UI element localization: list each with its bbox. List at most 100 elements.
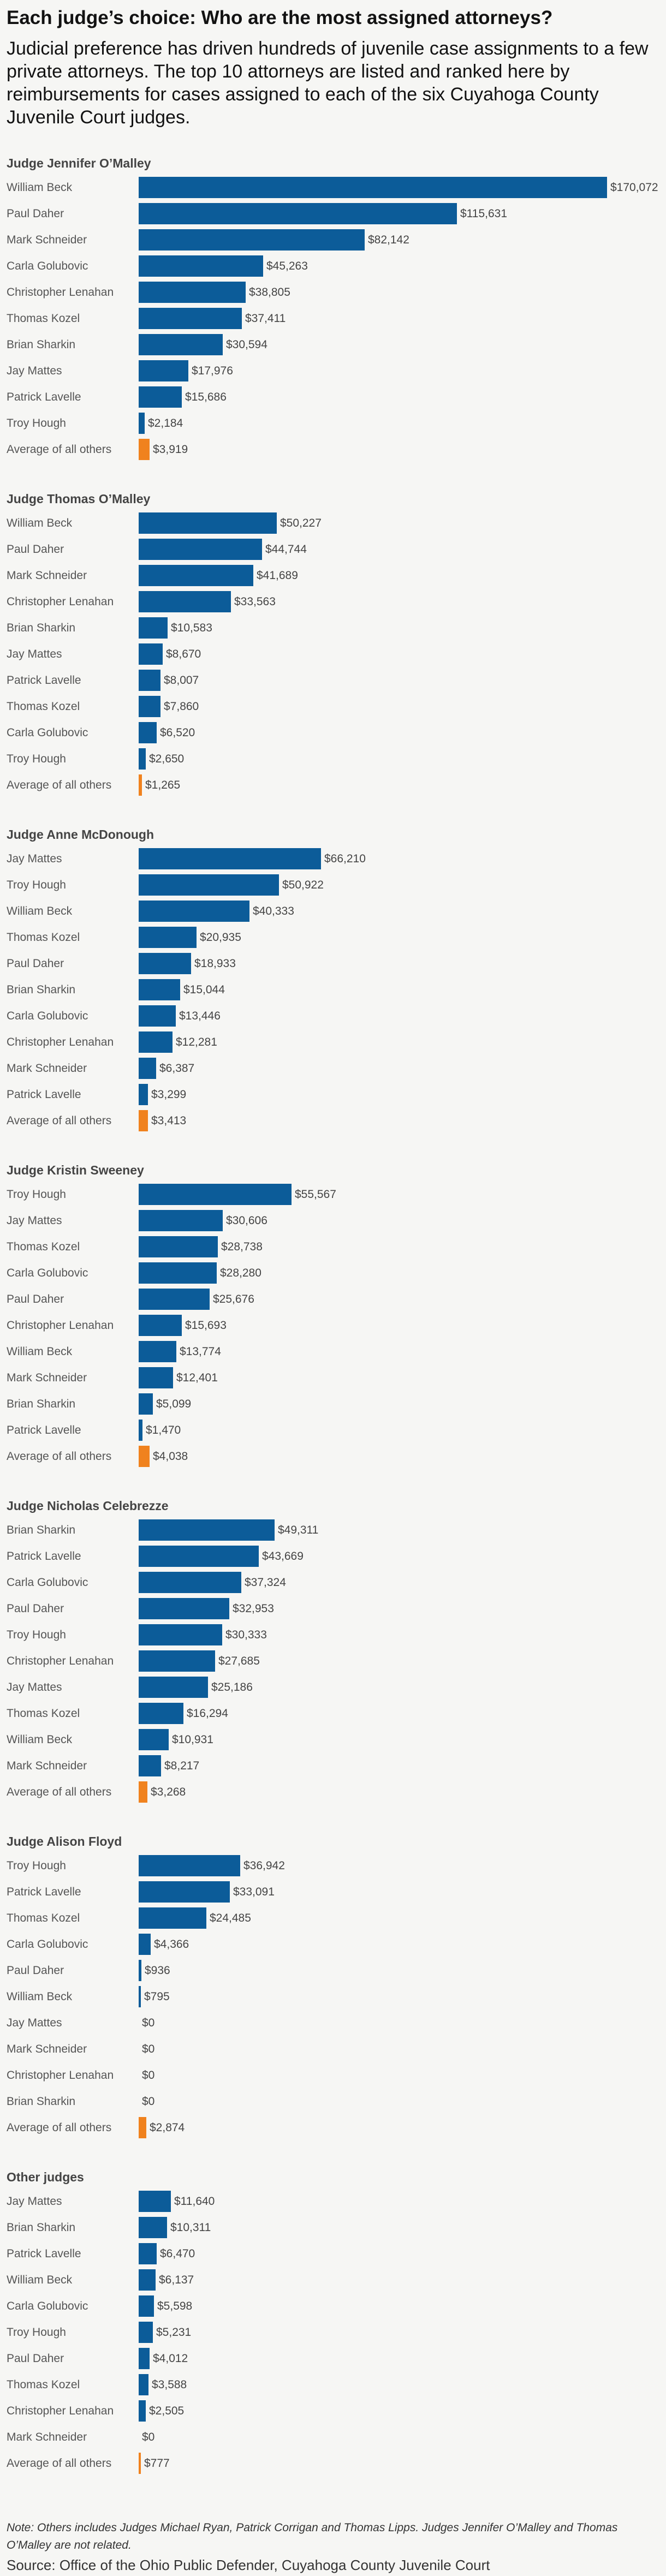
attorney-bar xyxy=(139,2295,154,2317)
attorney-label: Christopher Lenahan xyxy=(7,1036,114,1048)
bar-value-label: $2,874 xyxy=(150,2121,185,2134)
attorney-label: Carla Golubovic xyxy=(7,260,88,272)
attorney-bar xyxy=(139,1598,229,1619)
attorney-label: Christopher Lenahan xyxy=(7,1319,114,1332)
bar-value-label: $8,670 xyxy=(166,648,201,660)
bar-value-label: $6,470 xyxy=(160,2247,195,2260)
bar-value-label: $28,280 xyxy=(220,1267,261,1279)
bar-value-label: $4,366 xyxy=(154,1938,189,1951)
bar-value-label: $15,693 xyxy=(185,1319,227,1332)
bar-value-label: $3,299 xyxy=(151,1088,187,1101)
attorney-label: Patrick Lavelle xyxy=(7,674,81,687)
bar-value-label: $43,669 xyxy=(262,1550,304,1563)
bar-value-label: $17,976 xyxy=(192,365,233,377)
bar-value-label: $3,268 xyxy=(151,1786,186,1798)
average-label: Average of all others xyxy=(7,2457,112,2470)
panel-title: Other judges xyxy=(7,2170,84,2184)
bar-value-label: $27,685 xyxy=(218,1655,260,1667)
attorney-label: Thomas Kozel xyxy=(7,312,80,325)
attorney-bar xyxy=(139,979,180,1000)
bar-value-label: $15,044 xyxy=(183,983,225,996)
average-bar xyxy=(139,439,150,460)
bar-value-label: $18,933 xyxy=(194,957,236,970)
bar-value-label: $36,942 xyxy=(243,1859,285,1872)
attorney-bar xyxy=(139,203,457,224)
average-bar xyxy=(139,1781,147,1803)
bar-value-label: $49,311 xyxy=(278,1524,319,1536)
attorney-label: Troy Hough xyxy=(7,2326,66,2339)
attorney-bar xyxy=(139,1005,176,1027)
bar-value-label: $6,387 xyxy=(159,1062,195,1075)
attorney-label: Paul Daher xyxy=(7,1293,64,1305)
bar-value-label: $5,099 xyxy=(156,1398,192,1410)
attorney-label: Thomas Kozel xyxy=(7,2378,80,2391)
bar-value-label: $2,505 xyxy=(149,2405,185,2417)
bar-value-label: $11,640 xyxy=(174,2195,215,2208)
bar-value-label: $40,333 xyxy=(253,905,294,917)
average-bar xyxy=(139,774,142,796)
bar-value-label: $50,922 xyxy=(282,879,324,891)
attorney-bar xyxy=(139,953,191,974)
attorney-bar xyxy=(139,1986,141,2007)
bar-value-label: $5,598 xyxy=(157,2300,193,2312)
bar-value-label: $0 xyxy=(142,2431,155,2443)
average-bar xyxy=(139,2117,146,2138)
panel-title: Judge Alison Floyd xyxy=(7,1834,122,1848)
chart-note: Note: Others includes Judges Michael Rya… xyxy=(7,2521,618,2551)
attorney-label: William Beck xyxy=(7,2274,73,2286)
average-bar xyxy=(139,2453,141,2474)
attorney-label: Brian Sharkin xyxy=(7,1524,76,1536)
attorney-label: Troy Hough xyxy=(7,1859,66,1872)
attorney-bar xyxy=(139,2243,157,2264)
attorney-label: Christopher Lenahan xyxy=(7,286,114,299)
bar-value-label: $4,038 xyxy=(153,1450,188,1463)
attorney-bar xyxy=(139,874,279,896)
bar-value-label: $66,210 xyxy=(324,852,366,865)
bar-value-label: $2,184 xyxy=(148,417,183,430)
attorney-label: Thomas Kozel xyxy=(7,1707,80,1720)
bar-value-label: $30,333 xyxy=(225,1629,267,1641)
attorney-label: Patrick Lavelle xyxy=(7,1424,81,1436)
attorney-label: Mark Schneider xyxy=(7,1760,87,1772)
attorney-label: Carla Golubovic xyxy=(7,2300,88,2312)
attorney-bar xyxy=(139,1184,292,1205)
attorney-bar xyxy=(139,413,145,434)
attorney-bar xyxy=(139,1420,142,1441)
attorney-bar xyxy=(139,2269,156,2291)
attorney-label: Troy Hough xyxy=(7,753,66,765)
attorney-label: Brian Sharkin xyxy=(7,2221,76,2234)
bar-value-label: $2,650 xyxy=(149,753,185,765)
attorney-label: William Beck xyxy=(7,1733,73,1746)
bar-value-label: $28,738 xyxy=(221,1241,263,1253)
bar-value-label: $15,686 xyxy=(185,391,227,403)
bar-value-label: $16,294 xyxy=(187,1707,228,1720)
bar-value-label: $777 xyxy=(144,2457,170,2470)
bar-value-label: $33,563 xyxy=(234,595,276,608)
average-label: Average of all others xyxy=(7,1786,112,1798)
bar-value-label: $0 xyxy=(142,2043,155,2055)
attorney-label: Brian Sharkin xyxy=(7,2095,76,2108)
panel-title: Judge Nicholas Celebrezze xyxy=(7,1499,169,1513)
bar-value-label: $3,919 xyxy=(153,443,188,456)
attorney-bar xyxy=(139,565,253,586)
attorney-bar xyxy=(139,1210,223,1231)
bar-value-label: $0 xyxy=(142,2069,155,2082)
attorney-bar xyxy=(139,1236,218,1257)
bar-value-label: $0 xyxy=(142,2095,155,2108)
attorney-label: Mark Schneider xyxy=(7,569,87,582)
bar-value-label: $795 xyxy=(144,1990,170,2003)
attorney-bar xyxy=(139,1315,182,1336)
bar-value-label: $6,137 xyxy=(159,2274,194,2286)
attorney-label: Paul Daher xyxy=(7,207,64,220)
bar-value-label: $10,311 xyxy=(170,2221,211,2234)
bar-value-label: $37,324 xyxy=(245,1576,286,1589)
attorney-label: Carla Golubovic xyxy=(7,726,88,739)
bar-value-label: $0 xyxy=(142,2017,155,2029)
attorney-bar xyxy=(139,848,321,869)
bar-value-label: $13,446 xyxy=(179,1010,221,1022)
attorney-label: William Beck xyxy=(7,905,73,917)
attorney-bar xyxy=(139,1729,169,1750)
attorney-bar xyxy=(139,927,197,948)
attorney-bar xyxy=(139,1084,148,1105)
